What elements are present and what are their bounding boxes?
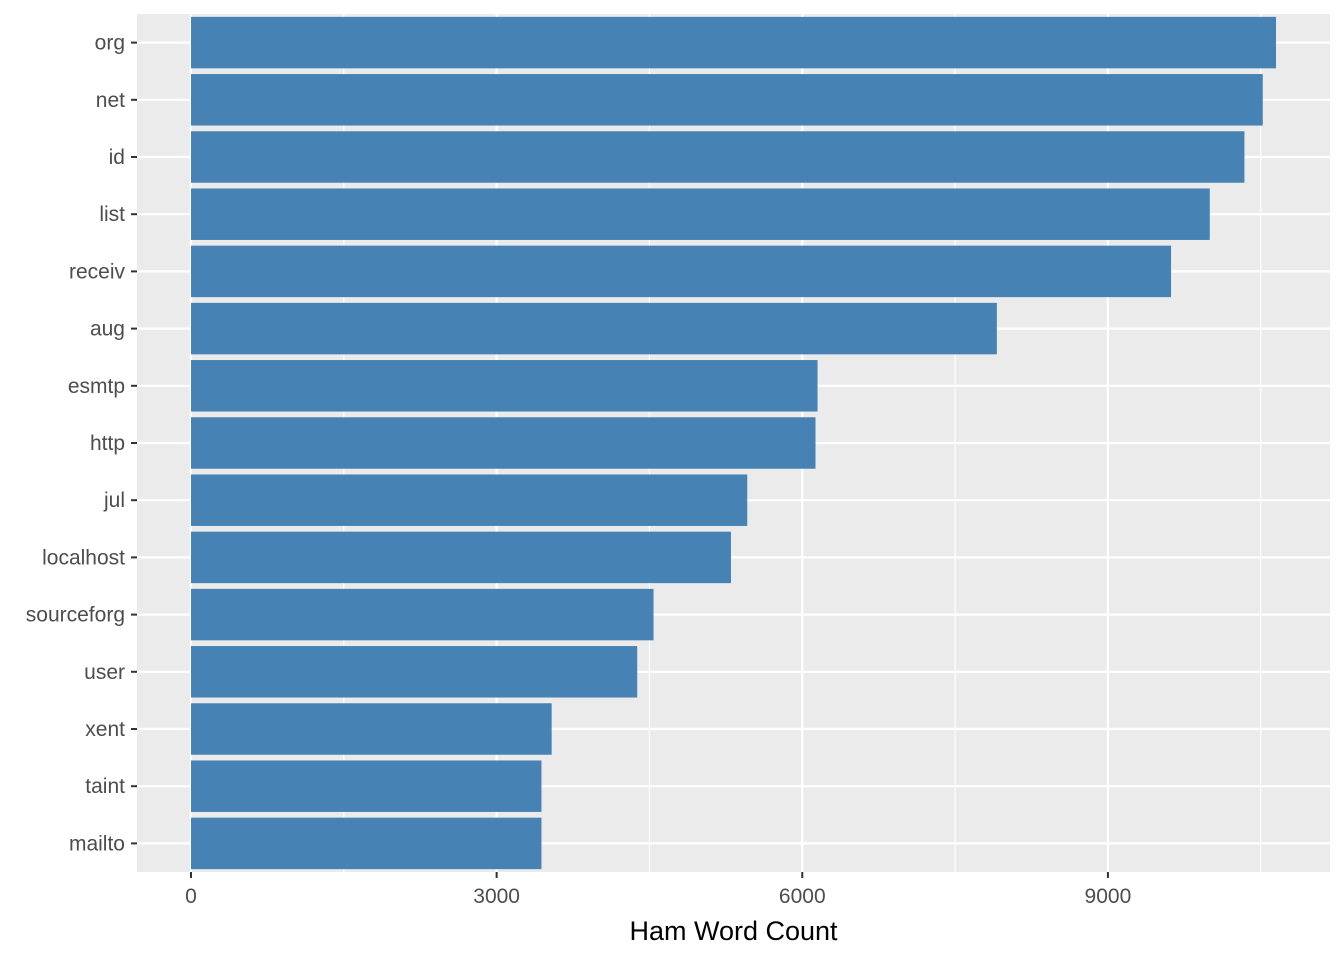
bars — [190, 16, 1277, 870]
y-tick-label: user — [84, 661, 125, 684]
bar-user — [190, 646, 638, 698]
y-tick-label: esmtp — [68, 375, 125, 398]
y-tick-label: list — [99, 203, 125, 226]
y-tick-label: receiv — [69, 260, 126, 283]
y-tick-label: org — [95, 32, 125, 55]
bar-aug — [190, 302, 997, 355]
y-tick-label: net — [96, 89, 125, 112]
y-tick-label: aug — [90, 318, 125, 341]
bar-xent — [190, 703, 552, 755]
x-tick-label: 6000 — [779, 885, 826, 908]
bar-jul — [190, 474, 748, 526]
x-tick-label: 3000 — [473, 885, 520, 908]
y-tick-label: mailto — [69, 832, 125, 855]
x-tick-label: 9000 — [1085, 885, 1132, 908]
bar-id — [190, 131, 1245, 183]
y-axis: org net id list receiv aug esmtp http jul localho… — [26, 32, 137, 855]
y-tick-label: sourceforg — [26, 604, 125, 627]
x-axis: 0 3000 6000 9000 — [185, 872, 1131, 908]
bar-http — [190, 417, 816, 469]
bar-sourceforg — [190, 588, 654, 641]
bar-org — [190, 16, 1277, 69]
x-tick-label: 0 — [185, 885, 197, 908]
y-tick-label: http — [90, 432, 125, 455]
y-tick-label: jul — [103, 489, 125, 512]
bar-receiv — [190, 245, 1172, 298]
bar-mailto — [190, 817, 542, 870]
bar-localhost — [190, 531, 731, 584]
bar-list — [190, 188, 1210, 240]
bar-esmtp — [190, 360, 818, 412]
y-tick-label: xent — [85, 718, 125, 741]
y-tick-label: localhost — [42, 546, 125, 569]
bar-taint — [190, 760, 542, 812]
y-tick-label: id — [109, 146, 125, 169]
bar-net — [190, 74, 1263, 126]
y-tick-label: taint — [85, 775, 125, 798]
x-axis-title: Ham Word Count — [629, 916, 838, 946]
